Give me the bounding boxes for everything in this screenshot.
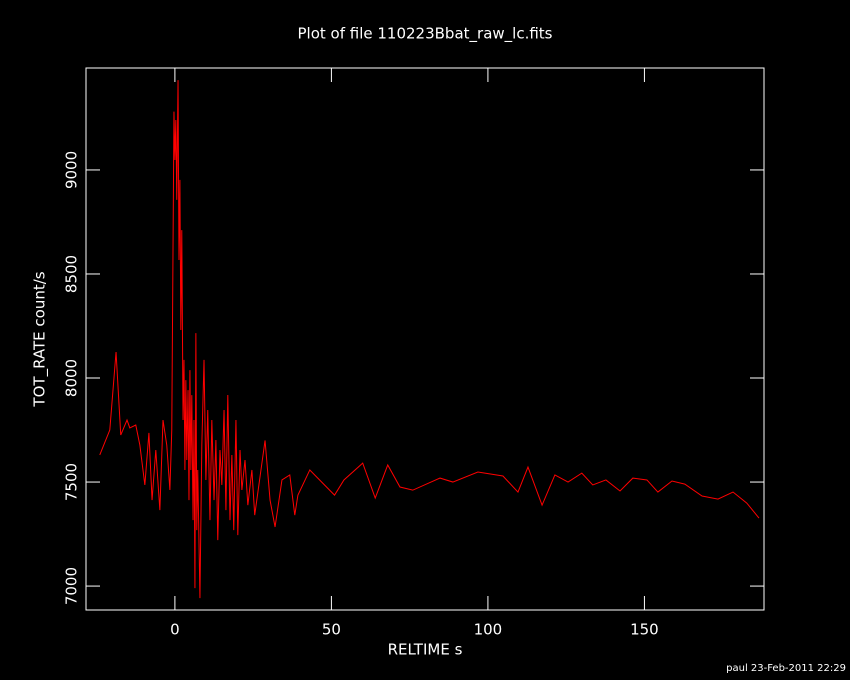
y-tick-label: 7000 — [63, 567, 81, 605]
y-tick-label: 8000 — [63, 359, 81, 397]
y-tick-label: 9000 — [63, 151, 81, 189]
x-tick-label: 0 — [170, 621, 180, 639]
y-tick-label: 8500 — [63, 255, 81, 293]
y-axis-label: TOT_RATE count/s — [31, 271, 50, 407]
y-tick-label: 7500 — [63, 463, 81, 501]
x-tick-label: 150 — [630, 621, 659, 639]
x-axis-label: RELTIME s — [388, 641, 463, 659]
footer: paul 23-Feb-2011 22:29 — [726, 663, 846, 674]
chart-title: Plot of file 110223Bbat_raw_lc.fits — [298, 25, 553, 44]
plot-frame — [85, 67, 765, 611]
x-tick-label: 50 — [322, 621, 341, 639]
data-line — [99, 80, 760, 599]
x-tick-label: 100 — [474, 621, 503, 639]
